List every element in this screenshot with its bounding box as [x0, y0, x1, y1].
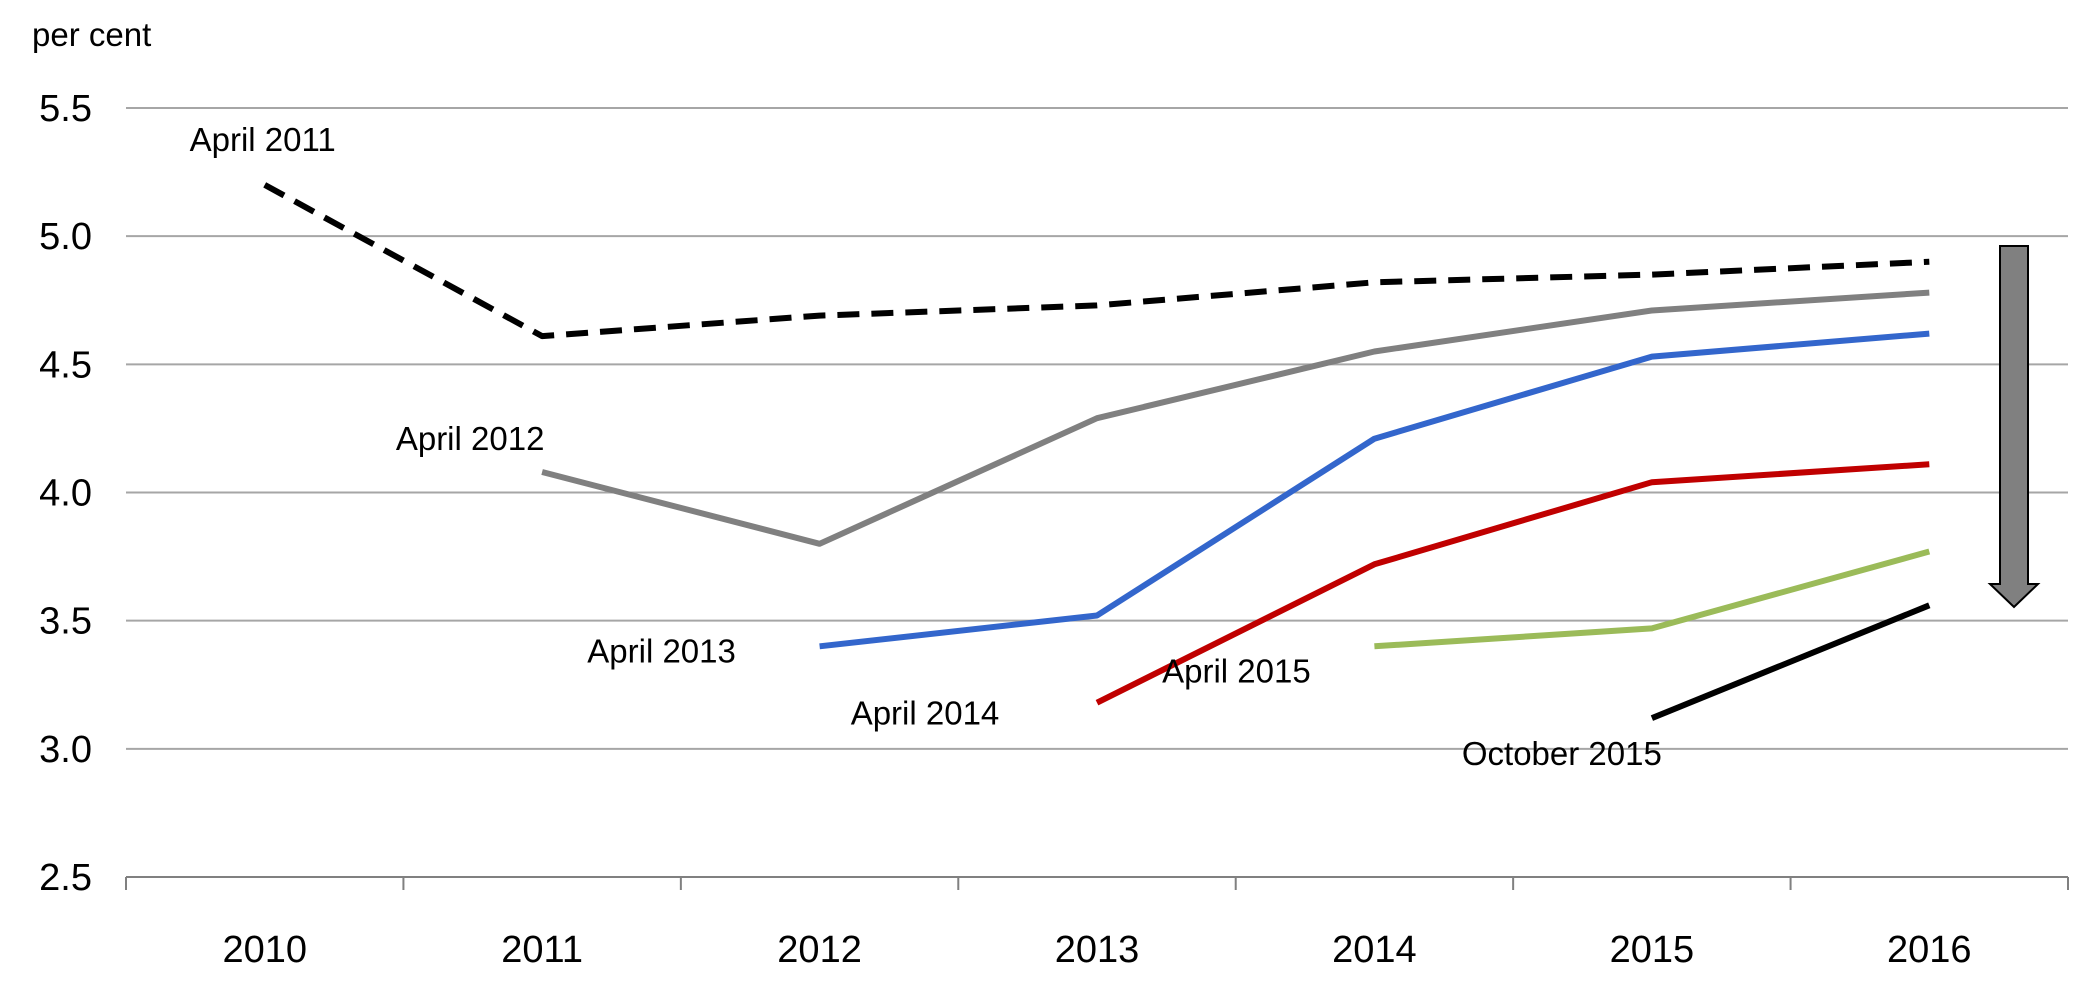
series-label: October 2015 — [1462, 735, 1662, 772]
gridlines — [126, 107, 2068, 878]
x-axis — [125, 877, 2069, 890]
y-tick-label: 3.5 — [39, 601, 92, 643]
series-line-april-2014 — [1095, 461, 1930, 706]
x-tick-label: 2015 — [1610, 929, 1695, 971]
y-tick-label: 2.5 — [39, 857, 92, 899]
y-tick-label: 5.0 — [39, 216, 92, 258]
revision-down-arrow-icon — [1987, 245, 2041, 609]
series-label: April 2013 — [587, 632, 736, 669]
series-labels: April 2011 April 2012 April 2013 April 2014… — [190, 121, 1662, 772]
x-tick-label: 2014 — [1332, 929, 1417, 971]
series-lines — [263, 182, 1931, 721]
x-tick-label: 2010 — [222, 929, 307, 971]
x-tick-label: 2013 — [1055, 929, 1140, 971]
series-line-april-2013 — [819, 330, 1930, 650]
series-label: April 2014 — [851, 695, 1000, 732]
y-axis-unit-label: per cent — [32, 16, 151, 53]
y-tick-label: 4.5 — [39, 344, 92, 386]
series-line-april-2011 — [263, 182, 1930, 340]
y-tick-label: 5.5 — [39, 88, 92, 130]
series-label: April 2015 — [1162, 652, 1311, 689]
x-tick-label: 2016 — [1887, 929, 1972, 971]
x-tick-label: 2011 — [501, 929, 583, 971]
x-axis-tick-labels: 2010 2011 2012 2013 2014 2015 2016 — [222, 929, 1971, 971]
y-tick-label: 4.0 — [39, 473, 92, 515]
series-line-april-2015 — [1374, 548, 1931, 650]
series-line-october-2015 — [1650, 602, 1931, 721]
series-label: April 2012 — [396, 420, 545, 457]
y-axis-tick-labels: 5.5 5.0 4.5 4.0 3.5 3.0 2.5 — [39, 88, 92, 899]
y-tick-label: 3.0 — [39, 729, 92, 771]
x-tick-label: 2012 — [777, 929, 862, 971]
series-label: April 2011 — [190, 121, 336, 158]
down-arrow-shape — [1987, 245, 2041, 609]
series-line-april-2012 — [541, 289, 1930, 547]
